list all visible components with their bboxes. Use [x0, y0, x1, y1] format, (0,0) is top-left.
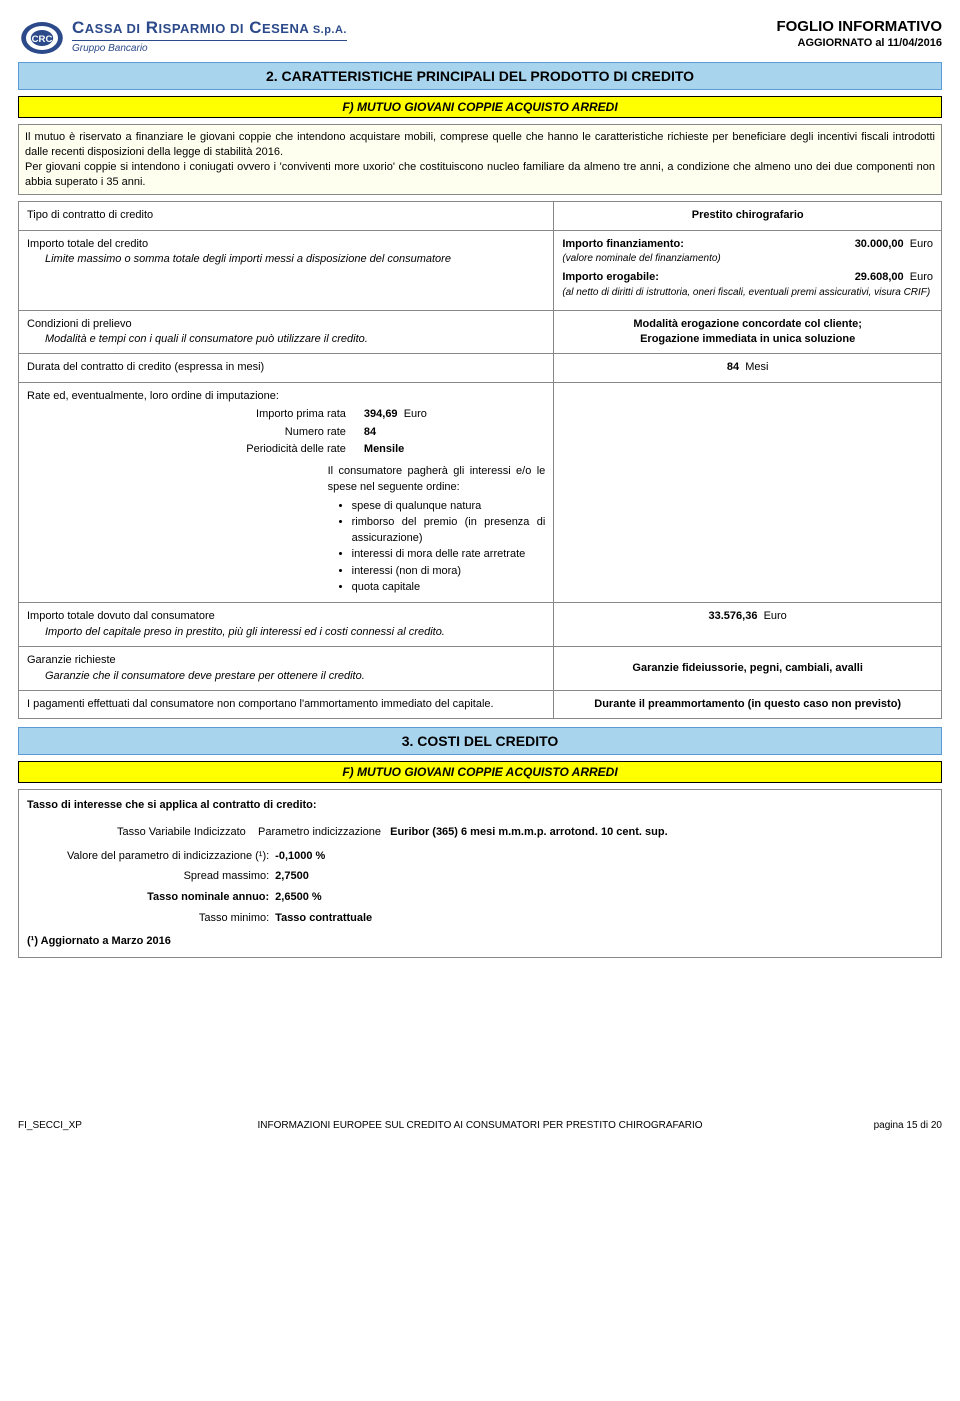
table-row: Importo totale del credito Limite massim…: [19, 230, 942, 310]
table-row: Rate ed, eventualmente, loro ordine di i…: [19, 382, 942, 603]
section3-header: 3. COSTI DEL CREDITO: [18, 727, 942, 755]
costi-block: Tasso di interesse che si applica al con…: [18, 789, 942, 958]
cell-gar-l: Garanzie richieste Garanzie che il consu…: [19, 647, 554, 691]
section3-yellow: F) MUTUO GIOVANI COPPIE ACQUISTO ARREDI: [18, 761, 942, 783]
logo-block: CRC CASSA DI RISPARMIO DI CESENA S.p.A. …: [18, 18, 347, 58]
cell-pag-l: I pagamenti effettuati dal consumatore n…: [19, 690, 554, 718]
svg-text:CRC: CRC: [32, 34, 53, 45]
bank-name-block: CASSA DI RISPARMIO DI CESENA S.p.A. Grup…: [72, 18, 347, 54]
ordine-list: spese di qualunque natura rimborso del p…: [328, 499, 546, 595]
gruppo-label: Gruppo Bancario: [72, 43, 347, 54]
param-grid: Valore del parametro di indicizzazione (…: [67, 846, 372, 929]
bank-name: CASSA DI RISPARMIO DI CESENA S.p.A.: [72, 18, 347, 38]
table-row: Tipo di contratto di credito Prestito ch…: [19, 202, 942, 230]
cell-importo-r: Importo finanziamento:30.000,00 Euro (va…: [554, 230, 942, 310]
footnote: (¹) Aggiornato a Marzo 2016: [27, 932, 933, 951]
list-item: spese di qualunque natura: [352, 499, 546, 514]
characteristics-table: Tipo di contratto di credito Prestito ch…: [18, 201, 942, 719]
table-row: Durata del contratto di credito (espress…: [19, 354, 942, 382]
section2-header: 2. CARATTERISTICHE PRINCIPALI DEL PRODOT…: [18, 62, 942, 90]
cell-importo-l: Importo totale del credito Limite massim…: [19, 230, 554, 310]
header-right: FOGLIO INFORMATIVO AGGIORNATO al 11/04/2…: [776, 18, 942, 49]
list-item: quota capitale: [352, 580, 546, 595]
section2-yellow: F) MUTUO GIOVANI COPPIE ACQUISTO ARREDI: [18, 96, 942, 118]
bank-logo-icon: CRC: [18, 18, 66, 58]
page-header: CRC CASSA DI RISPARMIO DI CESENA S.p.A. …: [18, 18, 942, 58]
table-row: Garanzie richieste Garanzie che il consu…: [19, 647, 942, 691]
cell-durata-r: 84 Mesi: [554, 354, 942, 382]
page-footer: FI_SECCI_XP INFORMAZIONI EUROPEE SUL CRE…: [18, 1118, 942, 1131]
table-row: Condizioni di prelievo Modalità e tempi …: [19, 310, 942, 354]
cell-tipo-l: Tipo di contratto di credito: [19, 202, 554, 230]
footer-right: pagina 15 di 20: [874, 1120, 942, 1131]
cell-tot-r: 33.576,36 Euro: [554, 603, 942, 647]
cell-cond-l: Condizioni di prelievo Modalità e tempi …: [19, 310, 554, 354]
table-row: I pagamenti effettuati dal consumatore n…: [19, 690, 942, 718]
section2-desc: Il mutuo è riservato a finanziare le gio…: [18, 124, 942, 195]
cell-tot-l: Importo totale dovuto dal consumatore Im…: [19, 603, 554, 647]
cell-gar-r: Garanzie fideiussorie, pegni, cambiali, …: [554, 647, 942, 691]
tasso-title: Tasso di interesse che si applica al con…: [27, 796, 933, 815]
cell-durata-l: Durata del contratto di credito (espress…: [19, 354, 554, 382]
list-item: rimborso del premio (in presenza di assi…: [352, 515, 546, 546]
list-item: interessi di mora delle rate arretrate: [352, 547, 546, 562]
list-item: interessi (non di mora): [352, 564, 546, 579]
cell-rate: Rate ed, eventualmente, loro ordine di i…: [19, 382, 554, 603]
footer-center: INFORMAZIONI EUROPEE SUL CREDITO AI CONS…: [257, 1120, 702, 1131]
doc-title: FOGLIO INFORMATIVO: [776, 18, 942, 35]
footer-left: FI_SECCI_XP: [18, 1120, 82, 1131]
doc-date: AGGIORNATO al 11/04/2016: [776, 37, 942, 49]
table-row: Importo totale dovuto dal consumatore Im…: [19, 603, 942, 647]
cell-cond-r: Modalità erogazione concordate col clien…: [554, 310, 942, 354]
cell-tipo-r: Prestito chirografario: [554, 202, 942, 230]
cell-pag-r: Durante il preammortamento (in questo ca…: [554, 690, 942, 718]
